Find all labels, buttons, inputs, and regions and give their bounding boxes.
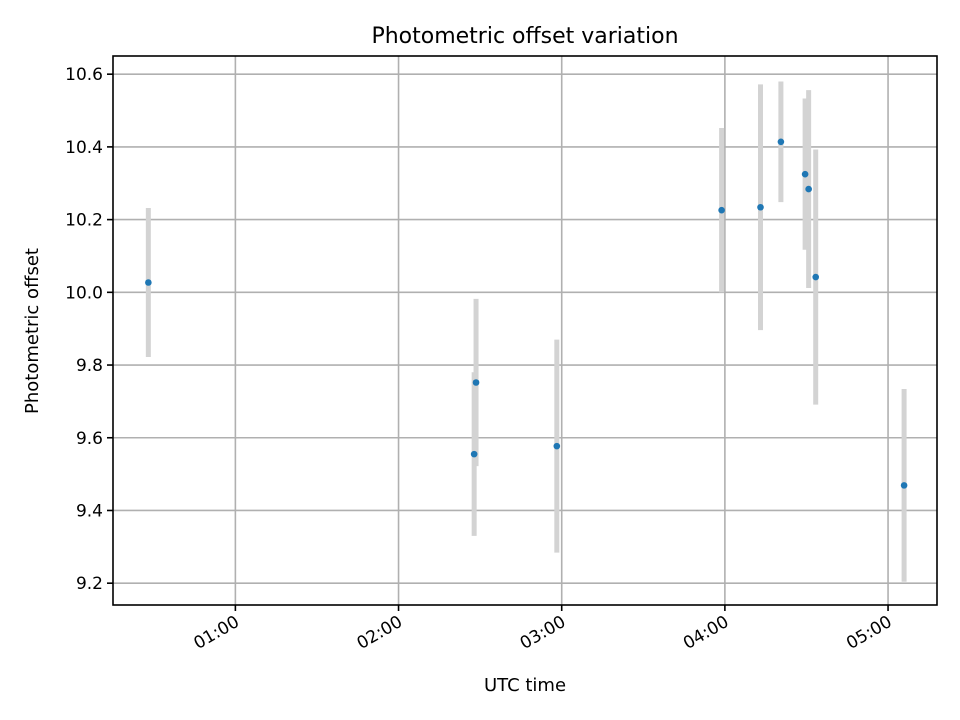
x-axis: 01:00 02:00 03:00 04:00 05:00: [190, 605, 896, 654]
data-point: [718, 206, 725, 214]
y-axis: 9.2 9.4 9.6 9.8 10.0 10.2 10.4 10.6: [65, 65, 113, 594]
data-point: [900, 482, 908, 489]
chart-title: Photometric offset variation: [371, 24, 678, 49]
x-tick-label: 02:00: [354, 612, 406, 654]
data-point: [777, 138, 785, 146]
data-point: [470, 450, 478, 458]
y-tick-label: 9.2: [76, 574, 103, 594]
y-tick-label: 10.0: [65, 283, 103, 303]
y-tick-label: 10.2: [65, 211, 103, 231]
data-points: [145, 138, 908, 489]
data-point: [812, 273, 820, 281]
plot-frame: [112, 55, 938, 606]
y-axis-label: Photometric offset: [22, 248, 43, 414]
y-tick-label: 9.4: [76, 501, 103, 521]
error-bars: [145, 81, 907, 582]
x-axis-label: UTC time: [484, 675, 566, 696]
data-point: [145, 279, 152, 286]
data-point: [472, 379, 480, 386]
y-tick-label: 9.6: [76, 429, 103, 449]
y-tick-label: 10.6: [65, 65, 103, 85]
grid: [113, 56, 937, 605]
data-point: [805, 185, 812, 193]
x-tick-label: 03:00: [517, 612, 569, 654]
x-tick-label: 01:00: [190, 612, 242, 654]
data-point: [801, 170, 809, 178]
x-tick-label: 05:00: [843, 612, 895, 654]
data-point: [553, 442, 561, 450]
data-point: [757, 203, 764, 211]
y-tick-label: 10.4: [65, 138, 103, 158]
y-tick-label: 9.8: [76, 356, 103, 376]
x-tick-label: 04:00: [680, 612, 732, 654]
